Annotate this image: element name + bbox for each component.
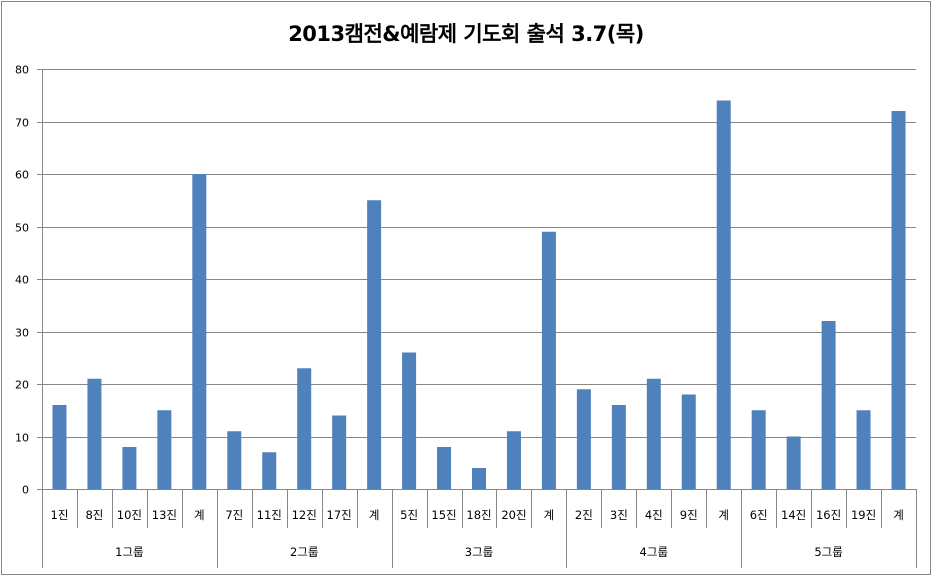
bar (681, 394, 696, 489)
bar (646, 378, 661, 489)
gridlines (37, 69, 916, 490)
x-category-label: 계 (718, 508, 729, 522)
bar (891, 111, 906, 489)
x-group-label: 2그룹 (290, 545, 318, 559)
y-tick-label: 40 (15, 274, 29, 287)
x-category-label: 13진 (152, 508, 177, 522)
x-category-label: 14진 (781, 508, 806, 522)
bar (87, 378, 102, 489)
x-category-label: 20진 (501, 508, 526, 522)
y-tick-label: 30 (15, 327, 29, 340)
x-group-label: 5그룹 (814, 545, 842, 559)
y-tick-label: 0 (22, 484, 29, 497)
y-axis: 0 10 20 30 40 50 60 70 80 (15, 64, 43, 497)
bar (506, 431, 521, 489)
x-category-label: 7진 (225, 508, 243, 522)
x-category-label: 5진 (400, 508, 418, 522)
bar (52, 405, 67, 489)
y-tick-label: 20 (15, 379, 29, 392)
x-category-label: 6진 (750, 508, 768, 522)
bar (786, 436, 801, 489)
bar (402, 352, 417, 489)
chart-title: 2013캠전&예람제 기도회 출석 3.7(목) (288, 22, 644, 46)
x-category-label: 11진 (257, 508, 282, 522)
x-category-label: 19진 (851, 508, 876, 522)
bar (611, 405, 626, 489)
x-category-label: 17진 (327, 508, 352, 522)
bar (262, 452, 277, 489)
x-category-label: 1진 (51, 508, 69, 522)
bars (52, 100, 906, 489)
x-category-label: 16진 (816, 508, 841, 522)
x-category-label: 계 (544, 508, 555, 522)
x-category-label: 12진 (292, 508, 317, 522)
bar (576, 389, 591, 489)
x-group-label: 3그룹 (465, 545, 493, 559)
x-category-label: 3진 (610, 508, 628, 522)
bar (122, 447, 137, 489)
x-category-label: 8진 (85, 508, 103, 522)
x-category-label: 계 (369, 508, 380, 522)
bar (157, 410, 172, 489)
x-category-label: 18진 (466, 508, 491, 522)
bar (716, 100, 731, 489)
y-tick-label: 10 (15, 432, 29, 445)
bar (192, 174, 207, 489)
x-category-label: 계 (893, 508, 904, 522)
bar (472, 468, 486, 489)
bar (541, 231, 556, 489)
x-category-label: 4진 (645, 508, 663, 522)
bar (437, 447, 452, 489)
bar (821, 321, 836, 489)
y-tick-label: 70 (15, 117, 29, 130)
bar (332, 415, 347, 489)
bar (297, 368, 312, 489)
x-axis: 1진 8진 10진 13진 계 7진 11진 12진 17진 계 5진 15진 18진 20진 계 2진 3진 4… (42, 489, 917, 568)
bar (751, 410, 766, 489)
x-category-label: 9진 (680, 508, 698, 522)
x-category-label: 10진 (117, 508, 142, 522)
y-tick-label: 80 (15, 64, 29, 77)
bar (856, 410, 871, 489)
y-tick-label: 60 (15, 169, 29, 182)
x-category-label: 계 (194, 508, 205, 522)
bar (227, 431, 242, 489)
x-category-label: 2진 (575, 508, 593, 522)
x-category-label: 15진 (431, 508, 456, 522)
bar (367, 200, 382, 489)
x-group-label: 1그룹 (115, 545, 143, 559)
x-group-label: 4그룹 (640, 545, 668, 559)
y-tick-label: 50 (15, 222, 29, 235)
